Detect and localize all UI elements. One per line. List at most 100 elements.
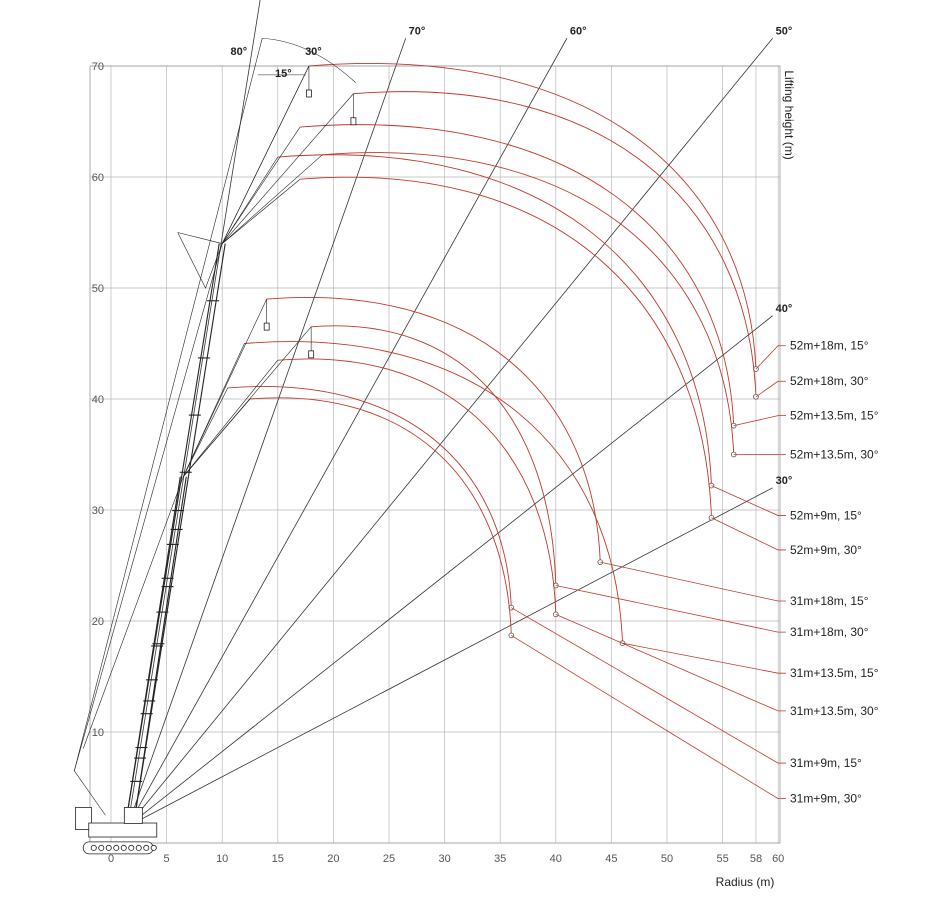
luffing-jib — [183, 387, 229, 477]
boom-angle-line — [127, 38, 568, 827]
track-roller — [143, 844, 150, 851]
luffing-jib — [222, 154, 323, 244]
label-leader — [555, 585, 786, 633]
range-curve-end — [508, 632, 515, 639]
x-tick-label: 30 — [438, 853, 450, 865]
range-curve — [249, 397, 512, 636]
x-axis-title: Radius (m) — [716, 875, 775, 889]
y-tick-label: 10 — [92, 727, 104, 739]
series-label: 31m+9m, 30° — [790, 792, 862, 806]
range-curve — [300, 124, 735, 426]
label-leader — [733, 415, 786, 427]
x-tick-label: 55 — [716, 853, 728, 865]
hook-block — [350, 117, 357, 126]
y-tick-label: 50 — [92, 283, 104, 295]
luffing-jib — [221, 156, 279, 244]
track-roller — [98, 844, 105, 851]
jib-angle-arc-30 — [262, 37, 356, 83]
label-leader — [511, 607, 786, 764]
x-tick-label: 40 — [550, 853, 562, 865]
jib-strut — [177, 232, 223, 289]
luffing-jib — [183, 398, 251, 477]
x-tick-label: 5 — [164, 853, 170, 865]
y-axis-title: Lifting height (m) — [782, 70, 796, 159]
luffing-jib — [221, 126, 301, 244]
y-tick-label: 60 — [92, 172, 104, 184]
x-tick-label: 58 — [750, 853, 762, 865]
track-roller — [150, 844, 157, 851]
luffing-jib — [222, 178, 301, 244]
jib-angle-label: 80° — [231, 46, 248, 58]
label-leader — [511, 635, 786, 799]
x-tick-label: 20 — [327, 853, 339, 865]
range-curve — [308, 63, 757, 370]
backstay — [74, 243, 223, 771]
label-leader — [755, 345, 786, 370]
range-curve — [322, 152, 735, 455]
track-roller — [105, 844, 112, 851]
label-leader — [711, 485, 786, 516]
boom-angle-label: 70° — [409, 25, 426, 37]
range-curve — [227, 386, 512, 608]
boom-angle-label: 40° — [776, 303, 793, 315]
series-label: 31m+13.5m, 15° — [790, 666, 879, 680]
superstructure — [88, 822, 158, 838]
boom-angle-label: 60° — [570, 25, 587, 37]
track-roller — [90, 844, 97, 851]
labels: 0 5 10 15 20 25 30 35 40 45 50 55 58 60 10 20 30 40 50 60 70… — [92, 25, 879, 865]
x-tick-label: 25 — [383, 853, 395, 865]
label-leader — [622, 642, 786, 674]
luffing-jib — [183, 359, 279, 477]
boom-angle-line — [127, 315, 773, 827]
x-tick-label: 45 — [605, 853, 617, 865]
range-curve — [266, 297, 601, 563]
track-roller — [113, 844, 120, 851]
backstay — [82, 476, 184, 749]
jib-strut-stay — [177, 65, 310, 244]
counterweight — [75, 807, 92, 830]
series-label: 52m+9m, 15° — [790, 509, 862, 523]
track-roller — [135, 844, 142, 851]
track-roller — [128, 844, 135, 851]
x-tick-label: 35 — [494, 853, 506, 865]
range-curve — [311, 325, 557, 586]
series-label: 52m+13.5m, 30° — [790, 448, 879, 462]
range-curve — [277, 358, 557, 615]
boom-angle-label: 50° — [776, 25, 793, 37]
luffing-jib — [221, 93, 354, 244]
series-label: 31m+13.5m, 30° — [790, 704, 879, 718]
jib-angle-label: 15° — [275, 68, 292, 80]
x-tick-label: 0 — [108, 853, 114, 865]
series-label: 52m+13.5m, 15° — [790, 409, 879, 423]
boom-angle-line — [127, 37, 773, 827]
hook-block — [263, 322, 270, 331]
y-tick-label: 30 — [92, 505, 104, 517]
luffing-jib — [183, 343, 245, 477]
series-label: 52m+18m, 15° — [790, 339, 869, 353]
range-curve-end — [753, 393, 759, 400]
boom-angle-label: 30° — [776, 475, 793, 487]
x-tick-label: 15 — [272, 853, 284, 865]
backstay — [74, 38, 263, 771]
jib-range-curves — [227, 63, 786, 799]
boom-angle-line — [127, 0, 261, 827]
boom-angle-line — [127, 487, 773, 827]
range-curve-end — [552, 611, 559, 618]
x-tick-label: 60 — [772, 853, 784, 865]
label-leader — [755, 380, 786, 398]
series-label: 52m+18m, 30° — [790, 374, 869, 388]
series-label: 31m+9m, 15° — [790, 756, 862, 770]
label-leader — [711, 517, 786, 551]
label-leader — [555, 613, 786, 712]
range-curve — [300, 176, 712, 518]
x-tick-label: 10 — [216, 853, 228, 865]
hook-block — [306, 89, 312, 98]
x-tick-label: 50 — [661, 853, 673, 865]
hook-block — [308, 350, 315, 359]
boom-angle-line — [127, 38, 407, 827]
y-tick-label: 20 — [92, 616, 104, 628]
label-leader — [600, 561, 786, 602]
cab — [123, 807, 143, 824]
